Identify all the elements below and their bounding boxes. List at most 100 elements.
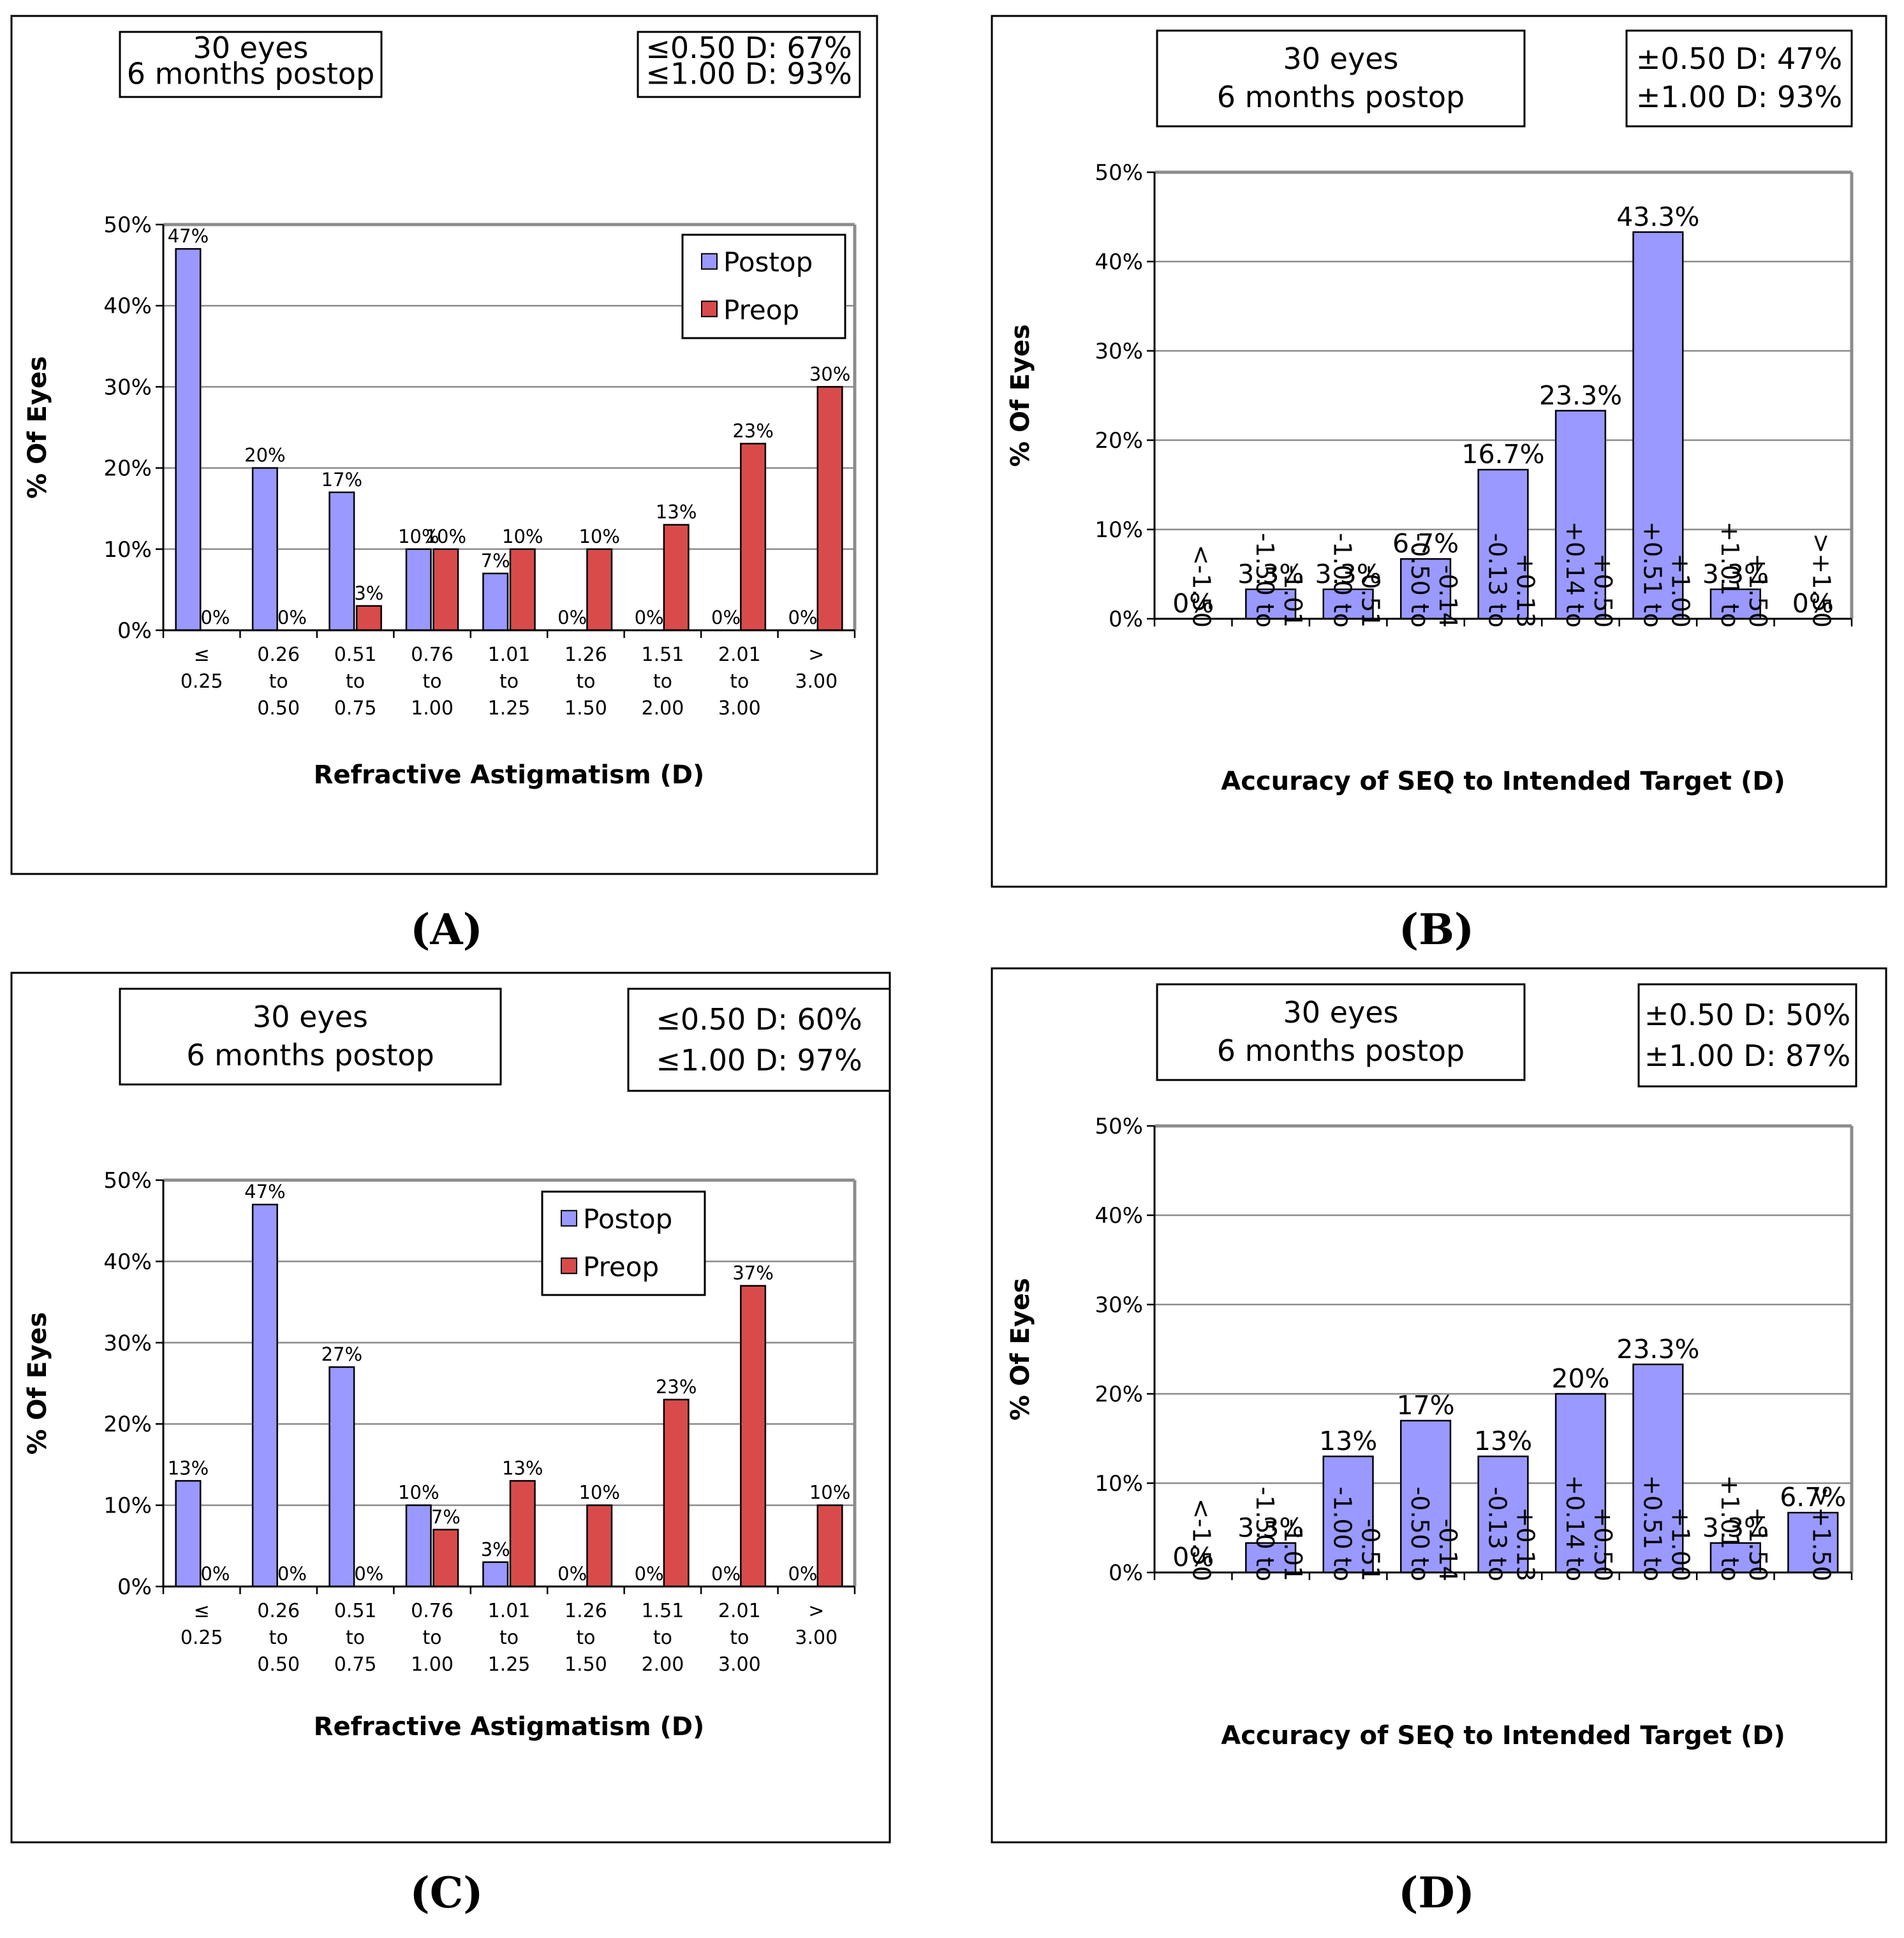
bar-preop [432,548,459,632]
x-tick-label: to [653,1627,672,1649]
x-tick-label: -0.14 [1434,1519,1462,1581]
x-tick-label: to [269,1627,288,1649]
x-tick-label: 3.00 [718,1653,761,1676]
data-label: 6.7% [1780,1482,1846,1513]
data-label: 3.3% [1237,559,1304,589]
stats-box-line: ±1.00 D: 87% [1644,1039,1850,1073]
data-label: 17% [1396,1390,1454,1421]
x-tick-label: +0.50 [1589,1507,1617,1581]
x-tick-label: to [346,1627,365,1649]
x-tick-label: 2.00 [641,1653,684,1676]
x-tick-label: -0.50 to [1406,1486,1434,1581]
data-label: 7% [431,1506,461,1528]
panel-letter: (C) [410,1868,483,1918]
x-tick-label: to [730,1627,749,1649]
x-tick-label: 3.00 [718,697,761,720]
legend-label-postop: Postop [723,247,813,278]
data-label: 10% [398,526,439,547]
x-tick-label: -1.00 to [1329,533,1357,628]
data-label: 0% [1172,1542,1214,1572]
data-label: 23.3% [1539,380,1622,411]
bar-postop [175,248,202,632]
data-label: 23% [732,420,773,441]
panel-letter: (A) [410,905,483,954]
bar-preop [586,1504,613,1588]
x-tick-label: 1.25 [488,697,531,720]
x-tick-label: to [653,670,672,693]
legend-label-preop: Preop [583,1251,659,1282]
y-tick-label: 20% [103,1412,152,1437]
x-tick-label: +0.51 to [1638,1475,1666,1581]
info-box [119,31,383,98]
data-label: 13% [656,501,697,523]
x-tick-label: +1.50 [1744,554,1772,628]
y-tick-label: 0% [1109,607,1143,632]
y-tick-label: 40% [1095,1203,1143,1229]
panel-frame [991,15,1887,888]
y-tick-label: 50% [1095,1114,1143,1139]
x-tick-label: +0.13 [1512,554,1540,628]
info-box-line: 30 eyes [253,1000,368,1034]
y-tick-label: 20% [1095,1382,1143,1407]
data-label: 47% [168,225,209,247]
data-label: 30% [809,363,850,385]
x-tick-label: 1.01 [488,1600,531,1622]
x-tick-label: -0.14 [1434,565,1462,628]
x-tick-label: +1.01 to [1716,1475,1744,1581]
x-tick-label: 2.00 [641,697,684,720]
x-tick-label: 3.00 [795,670,838,693]
bar-postop [328,1366,355,1588]
x-axis-title: Accuracy of SEQ to Intended Target (D) [1221,767,1785,796]
stats-box-line: ≤0.50 D: 60% [656,1002,862,1037]
x-tick-label: 0.50 [257,697,300,720]
bar-preop [663,524,690,632]
bar-postop [328,491,355,632]
bar-preop [432,1528,459,1588]
data-label: 0% [200,607,230,628]
data-label: 10% [398,1482,439,1504]
data-label: 0% [354,1563,383,1585]
x-tick-label: -1.01 [1279,1519,1307,1581]
x-tick-label: >+1.50 [1807,533,1835,628]
y-tick-label: 40% [103,293,152,319]
x-tick-label: <-1.50 [1188,1498,1216,1581]
data-label: 23.3% [1616,1334,1699,1365]
data-label: 0% [557,1563,587,1585]
x-tick-label: 0.25 [181,1627,223,1649]
data-label: 16.7% [1461,439,1544,470]
y-tick-label: 0% [117,618,152,644]
x-tick-label: 1.51 [641,644,684,666]
bar-postop [1477,1455,1529,1574]
bar-postop [1632,231,1684,620]
y-tick-label: 30% [103,1331,152,1356]
stats-box-line: ±0.50 D: 47% [1636,41,1842,76]
x-tick-label: 0.75 [334,697,377,720]
x-tick-label: 1.00 [411,1653,454,1676]
x-tick-label: +0.13 [1512,1507,1540,1581]
x-tick-label: to [422,670,441,693]
y-tick-label: 30% [1095,339,1143,364]
x-tick-label: +1.00 [1666,1507,1694,1581]
stats-box-line: ±1.00 D: 93% [1636,80,1842,114]
bar-postop [482,1561,509,1588]
legend-swatch-preop [561,1257,577,1275]
stats-box [627,987,891,1092]
y-tick-label: 0% [1109,1560,1143,1586]
data-label: 13% [1319,1426,1377,1456]
y-axis-title: % Of Eyes [1006,324,1035,467]
x-tick-label: <-1.50 [1188,545,1216,628]
data-label: 0% [788,607,817,628]
data-label: 13% [1474,1426,1532,1456]
y-tick-label: 10% [1095,517,1143,543]
y-tick-label: 50% [103,1168,152,1194]
bar-preop [663,1398,690,1588]
bar-postop [251,467,278,632]
x-tick-label: ≤ [194,644,210,666]
data-label: 20% [1551,1363,1609,1394]
x-tick-label: +1.50 [1744,1507,1772,1581]
x-axis-title: Accuracy of SEQ to Intended Target (D) [1221,1721,1785,1750]
x-tick-label: to [499,670,519,693]
bar-preop [355,605,382,632]
legend [681,233,846,339]
